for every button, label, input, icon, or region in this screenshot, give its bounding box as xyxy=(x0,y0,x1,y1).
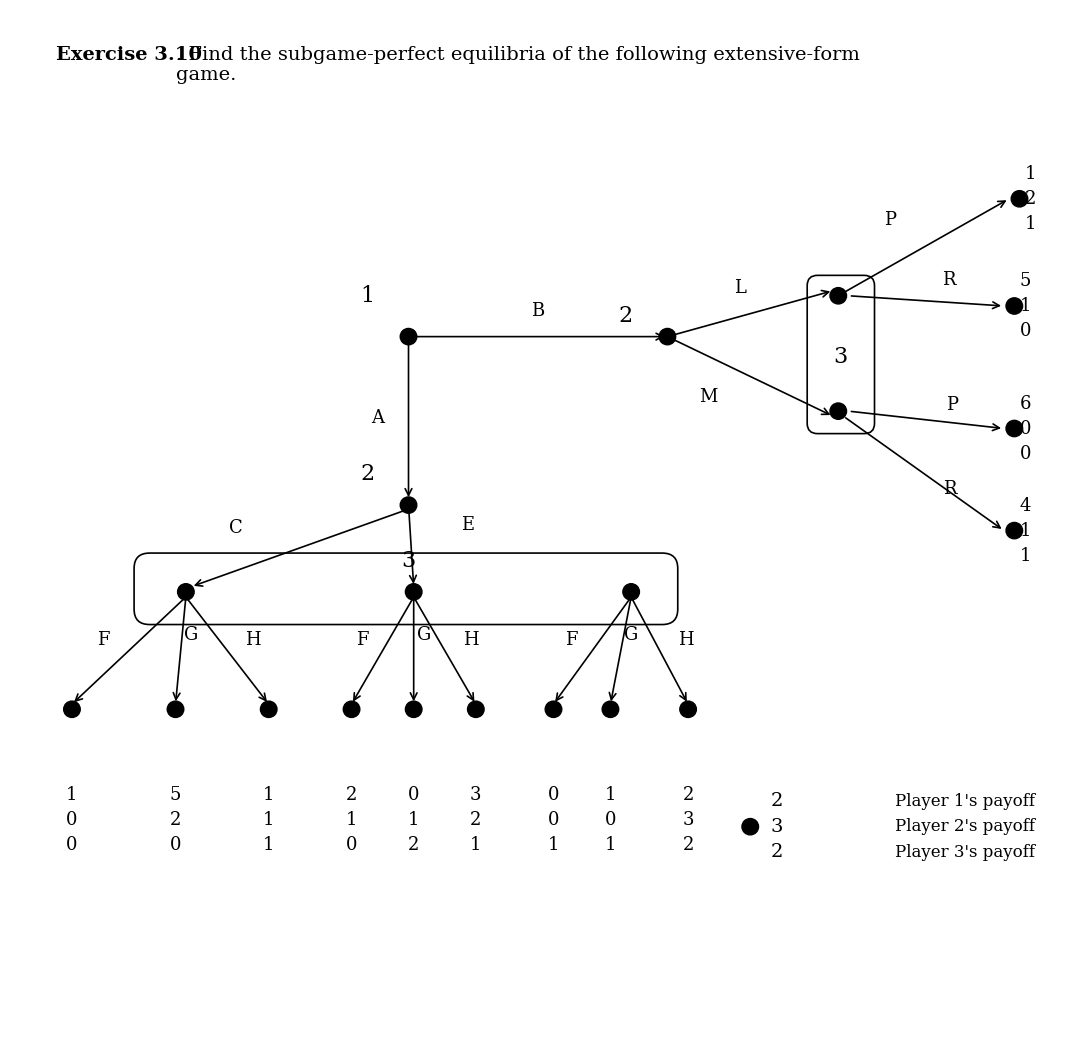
Text: 3: 3 xyxy=(402,551,416,572)
Circle shape xyxy=(829,403,847,419)
Circle shape xyxy=(603,701,619,718)
Text: 2: 2 xyxy=(619,305,633,327)
Text: P: P xyxy=(946,395,958,413)
Text: 1
1
1: 1 1 1 xyxy=(262,786,274,853)
Text: L: L xyxy=(734,280,746,297)
Circle shape xyxy=(405,701,422,718)
Text: Player 2's payoff: Player 2's payoff xyxy=(895,818,1036,836)
Circle shape xyxy=(167,701,184,718)
Text: Exercise 3.10: Exercise 3.10 xyxy=(56,45,202,64)
Text: C: C xyxy=(229,519,243,537)
Circle shape xyxy=(1007,420,1023,436)
Text: 0
1
2: 0 1 2 xyxy=(408,786,419,853)
Circle shape xyxy=(1011,190,1028,207)
Text: 3
2
1: 3 2 1 xyxy=(470,786,482,853)
Circle shape xyxy=(405,583,422,600)
Text: M: M xyxy=(700,388,718,406)
Text: H: H xyxy=(463,632,478,650)
Text: 5
2
0: 5 2 0 xyxy=(170,786,181,853)
Text: 1
0
0: 1 0 0 xyxy=(66,786,78,853)
Text: 1
0
1: 1 0 1 xyxy=(605,786,617,853)
Text: E: E xyxy=(461,516,474,535)
Circle shape xyxy=(177,583,194,600)
Circle shape xyxy=(545,701,562,718)
Text: H: H xyxy=(678,632,693,650)
Text: 2: 2 xyxy=(771,792,783,810)
Circle shape xyxy=(623,583,639,600)
Circle shape xyxy=(468,701,484,718)
Circle shape xyxy=(260,701,276,718)
Text: 3: 3 xyxy=(833,346,848,368)
Text: 3: 3 xyxy=(771,818,783,836)
Text: 1: 1 xyxy=(360,285,374,307)
Circle shape xyxy=(1007,522,1023,539)
Text: G: G xyxy=(184,626,198,644)
Text: Player 3's payoff: Player 3's payoff xyxy=(895,844,1036,861)
Text: 2
1
0: 2 1 0 xyxy=(346,786,357,853)
Circle shape xyxy=(64,701,80,718)
Text: A: A xyxy=(370,409,384,428)
Text: 0
0
1: 0 0 1 xyxy=(548,786,559,853)
Text: F: F xyxy=(355,632,368,650)
Text: 4
1
1: 4 1 1 xyxy=(1020,497,1031,564)
Text: . Find the subgame-perfect equilibria of the following extensive-form
game.: . Find the subgame-perfect equilibria of… xyxy=(176,45,860,84)
Circle shape xyxy=(343,701,360,718)
Circle shape xyxy=(829,288,847,304)
Circle shape xyxy=(679,701,697,718)
Circle shape xyxy=(1007,297,1023,314)
Circle shape xyxy=(401,329,417,345)
Text: 6
0
0: 6 0 0 xyxy=(1020,394,1031,462)
Text: F: F xyxy=(97,632,109,650)
Circle shape xyxy=(742,819,758,834)
Text: 2: 2 xyxy=(771,843,783,861)
Text: 5
1
0: 5 1 0 xyxy=(1020,272,1031,339)
Circle shape xyxy=(401,497,417,513)
Circle shape xyxy=(659,329,676,345)
Text: B: B xyxy=(531,302,544,321)
Text: R: R xyxy=(943,271,956,289)
Text: H: H xyxy=(245,632,261,650)
Text: R: R xyxy=(943,479,956,498)
Text: G: G xyxy=(417,626,431,644)
Text: 1
2
1: 1 2 1 xyxy=(1025,165,1036,232)
Text: P: P xyxy=(885,211,896,229)
Text: 2
3
2: 2 3 2 xyxy=(683,786,693,853)
Text: F: F xyxy=(565,632,578,650)
Text: G: G xyxy=(624,626,638,644)
Text: 2: 2 xyxy=(360,463,374,486)
Text: Player 1's payoff: Player 1's payoff xyxy=(895,792,1036,809)
